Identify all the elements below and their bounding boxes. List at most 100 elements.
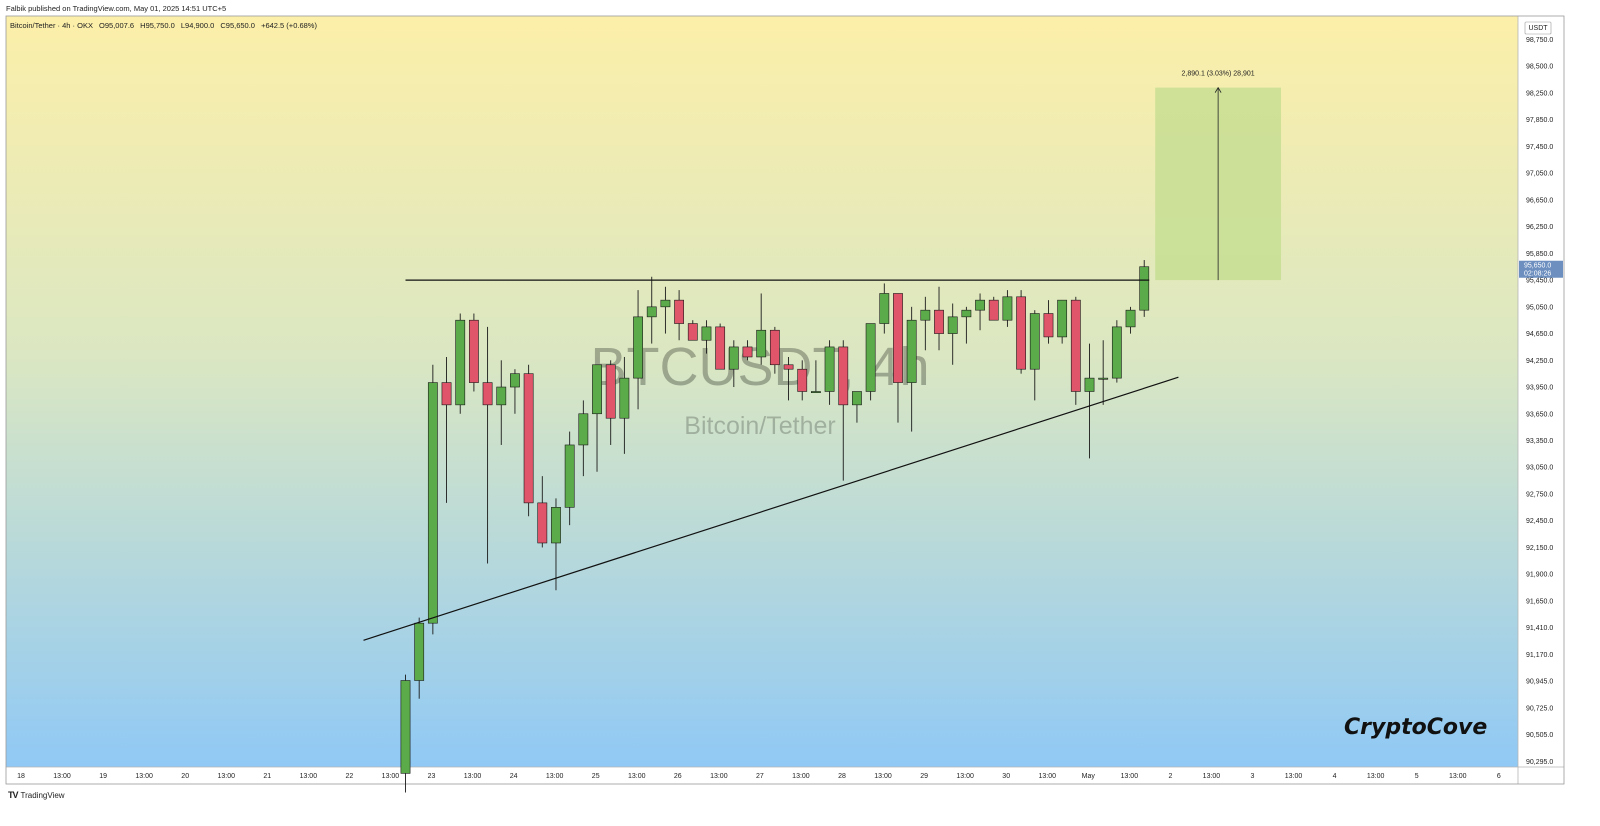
candle-body[interactable] [674,299,684,324]
candle-body[interactable] [742,346,753,358]
time-tick-label: 13:00 [464,773,482,780]
time-tick-label: 13:00 [135,773,153,780]
candle-body[interactable] [441,382,452,406]
time-tick-label: May [1082,773,1096,780]
candle-body[interactable] [687,323,698,341]
time-tick-label: 13:00 [1367,773,1385,780]
time-tick-label: 13:00 [300,773,318,780]
time-tick-label: 28 [838,773,846,780]
time-tick-label: 3 [1251,773,1255,780]
candle-body[interactable] [824,346,835,392]
price-tick-label: 92,150.0 [1526,545,1553,552]
candle-body[interactable] [906,319,917,383]
time-tick-label: 5 [1415,773,1419,780]
price-tick-label: 91,650.0 [1526,598,1553,605]
countdown-label: 02:08:26 [1524,271,1551,278]
candle-body[interactable] [1070,299,1081,392]
tradingview-logo-icon[interactable]: TV [8,790,18,800]
candle-body[interactable] [934,309,944,334]
candle-body[interactable] [893,293,903,383]
brand-watermark: CryptoCove [1344,715,1488,740]
candle-body[interactable] [619,377,630,419]
candle-body[interactable] [482,382,493,406]
candle-body[interactable] [1057,299,1068,338]
candle-body[interactable] [414,622,425,681]
candle-body[interactable] [646,306,657,318]
candle-body[interactable] [468,319,479,383]
candle-body[interactable] [865,323,876,392]
time-tick-label: 13:00 [710,773,728,780]
currency-label-frame [1524,21,1552,35]
price-tick-label: 98,750.0 [1526,37,1553,44]
symbol-legend[interactable]: Bitcoin/Tether · 4h · OKX O95,007.6 H95,… [10,21,321,30]
time-tick-label: 18 [17,773,25,780]
candle-body[interactable] [551,507,561,544]
price-tick-label: 96,250.0 [1526,224,1553,231]
candle-body[interactable] [1043,313,1054,338]
candle-body[interactable] [427,382,438,624]
candle-body[interactable] [1098,377,1109,380]
candle-body[interactable] [769,329,780,366]
time-tick-label: 2 [1168,773,1172,780]
time-tick-label: 13:00 [1203,773,1221,780]
candle-body[interactable] [715,326,726,370]
candle-body[interactable] [1084,377,1095,392]
candle-body[interactable] [1029,313,1040,370]
candle-body[interactable] [810,391,821,393]
candle-body[interactable] [1002,296,1013,321]
time-tick-label: 13:00 [1121,773,1139,780]
candle-body[interactable] [578,413,589,446]
candle-body[interactable] [920,309,931,321]
price-tick-label: 98,250.0 [1526,90,1553,97]
candle-body[interactable] [879,293,890,324]
candle-body[interactable] [523,373,534,504]
price-tick-label: 96,650.0 [1526,197,1553,204]
time-tick-label: 13:00 [382,773,400,780]
price-axis-ticks: 98,750.0 98,500.0 98,250.0 97,850.0 97,450.0… [1526,37,1553,766]
candle-body[interactable] [975,299,985,311]
time-tick-label: 20 [181,773,189,780]
time-tick-label: 30 [1002,773,1010,780]
ohlc-open: O95,007.6 [99,21,135,30]
candle-body[interactable] [496,386,507,406]
candle-body[interactable] [400,680,411,774]
candle-body[interactable] [1139,266,1150,311]
candle-body[interactable] [783,364,794,370]
time-tick-label: 21 [263,773,271,780]
tradingview-footer[interactable]: TV TradingView [8,790,65,800]
candle-body[interactable] [633,316,643,379]
candle-body[interactable] [1016,296,1026,370]
candle-body[interactable] [797,368,808,392]
price-tick-label: 95,050.0 [1526,304,1553,311]
candle-body[interactable] [701,326,712,341]
candle-body[interactable] [1125,309,1136,328]
candle-body[interactable] [961,309,972,318]
price-axis-background [1518,16,1564,767]
candle-body[interactable] [756,329,767,358]
candle-body[interactable] [537,502,548,544]
candle-body[interactable] [1111,326,1122,379]
candle-body[interactable] [455,319,466,406]
time-tick-label: 24 [510,773,518,780]
price-tick-label: 91,170.0 [1526,652,1553,659]
candle-body[interactable] [564,444,575,508]
price-tick-label: 97,850.0 [1526,117,1553,124]
support-trendline[interactable] [363,376,1179,641]
candle-body[interactable] [660,299,671,308]
candle-body[interactable] [852,391,862,406]
symbol-name[interactable]: Bitcoin/Tether · 4h · OKX [10,21,93,30]
candle-body[interactable] [510,373,520,388]
price-tick-label: 95,850.0 [1526,251,1553,258]
ohlc-high: H95,750.0 [140,21,175,30]
time-tick-label: 22 [346,773,354,780]
tradingview-text[interactable]: TradingView [20,790,65,800]
time-axis-ticks: 18 13:00 19 13:00 20 13:00 21 13:00 22 13:00 23 13:… [17,773,1501,780]
candle-body[interactable] [988,299,999,321]
candle-body[interactable] [605,364,616,419]
candle-body[interactable] [728,346,739,370]
candle-body[interactable] [838,346,849,406]
candle-body[interactable] [592,364,602,415]
candle-body[interactable] [947,316,958,334]
